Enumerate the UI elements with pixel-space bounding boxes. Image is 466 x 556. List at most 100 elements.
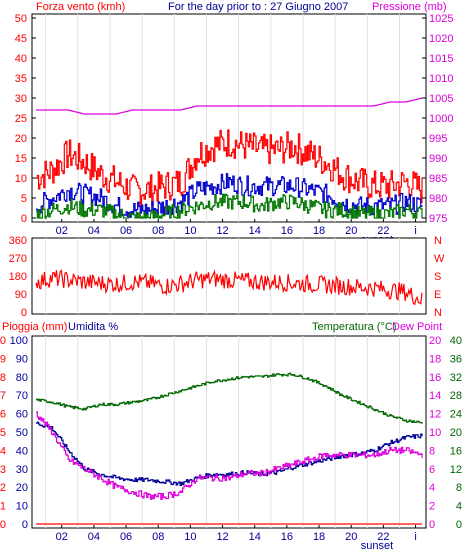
wind-tick-label: 10 — [15, 173, 27, 185]
humidity-tick-label: 60 — [16, 409, 28, 421]
temp-tick-label: 24 — [450, 409, 462, 421]
humidity-tick-label: 100 — [10, 335, 28, 347]
x-tick-label: 04 — [88, 531, 100, 543]
x-tick-label: 04 — [88, 225, 100, 237]
dew-tick-label: 14 — [429, 390, 441, 402]
direction-tick-label: 360 — [9, 235, 27, 247]
x-tick-label: 08 — [152, 225, 164, 237]
wind-tick-label: 30 — [15, 93, 27, 105]
pressure-tick-label: 990 — [429, 153, 447, 165]
dewpoint-line — [36, 411, 423, 500]
wind-tick-label: 35 — [15, 73, 27, 85]
direction-tick-label: 0 — [21, 307, 27, 319]
temp-tick-label: 0 — [456, 519, 462, 531]
humidity-tick-label: 40 — [16, 445, 28, 457]
dew-tick-label: 18 — [429, 353, 441, 365]
x-tick-label: 12 — [216, 531, 228, 543]
compass-tick-label: S — [434, 271, 441, 283]
rain-tick-label: 2 — [0, 482, 6, 494]
humidity-tick-label: 30 — [16, 464, 28, 476]
wind-tick-label: 20 — [15, 133, 27, 145]
x-tick-label: 16 — [281, 531, 293, 543]
temp-tick-label: 16 — [450, 445, 462, 457]
pressure-tick-label: 1010 — [429, 73, 453, 85]
x-tick-label: 22 — [377, 225, 389, 237]
dew-tick-label: 10 — [429, 427, 441, 439]
temp-tick-label: 4 — [456, 501, 462, 513]
wind-tick-label: 40 — [15, 53, 27, 65]
humidity-tick-label: 80 — [16, 372, 28, 384]
humidity-tick-label: 20 — [16, 482, 28, 494]
temp-title: Temperatura (°C) — [312, 321, 396, 333]
x-tick-label: 14 — [249, 225, 261, 237]
rain-tick-label: 3 — [0, 464, 6, 476]
wind-line — [36, 129, 423, 206]
dew-tick-label: 0 — [429, 519, 435, 531]
temp-tick-label: 28 — [450, 390, 462, 402]
wind-tick-label: 0 — [21, 213, 27, 225]
pressure-tick-label: 975 — [429, 213, 447, 225]
direction-tick-label: 270 — [9, 253, 27, 265]
pressure-tick-label: 1015 — [429, 53, 453, 65]
compass-tick-label: E — [434, 289, 441, 301]
wind-title: Forza vento (kmh) — [36, 1, 125, 13]
pressure-tick-label: 1025 — [429, 13, 453, 25]
dew-tick-label: 2 — [429, 501, 435, 513]
rain-tick-label: 9 — [0, 353, 6, 365]
wind-tick-label: 50 — [15, 13, 27, 25]
x-tick-label: 10 — [184, 531, 196, 543]
temp-tick-label: 12 — [450, 464, 462, 476]
humidity-tick-label: 50 — [16, 427, 28, 439]
humidity-tick-label: 10 — [16, 501, 28, 513]
compass-tick-label: N — [434, 307, 442, 319]
temperature-line — [36, 372, 423, 424]
direction-tick-label: 180 — [9, 271, 27, 283]
pressure-tick-label: 995 — [429, 133, 447, 145]
temp-tick-label: 40 — [450, 335, 462, 347]
rain-tick-label: 1 — [0, 501, 6, 513]
x-tick-label: 18 — [313, 225, 325, 237]
dew-tick-label: 20 — [429, 335, 441, 347]
x-tick-label: 14 — [249, 531, 261, 543]
dew-tick-label: 12 — [429, 409, 441, 421]
rain-tick-label: 5 — [0, 427, 6, 439]
humidity-title: Umidita % — [68, 321, 118, 333]
compass-tick-label: W — [434, 253, 445, 265]
pressure-tick-label: 1020 — [429, 33, 453, 45]
wind-avg-line — [36, 173, 423, 218]
rain-title: Pioggia (mm) — [2, 321, 67, 333]
temp-tick-label: 20 — [450, 427, 462, 439]
pressure-title: Pressione (mb) — [372, 1, 447, 13]
humidity-tick-label: 70 — [16, 390, 28, 402]
wind-tick-label: 15 — [15, 153, 27, 165]
humidity-tick-label: 0 — [22, 519, 28, 531]
wind-tick-label: 5 — [21, 193, 27, 205]
x-tick-label: 16 — [281, 225, 293, 237]
dew-tick-label: 6 — [429, 464, 435, 476]
humidity-tick-label: 90 — [16, 353, 28, 365]
pressure-tick-label: 1005 — [429, 93, 453, 105]
temp-tick-label: 8 — [456, 482, 462, 494]
x-tick-label: 10 — [184, 225, 196, 237]
pressure-tick-label: 985 — [429, 173, 447, 185]
dew-title: Dew Point — [392, 321, 442, 333]
wind-tick-label: 45 — [15, 33, 27, 45]
rain-tick-label: 7 — [0, 390, 6, 402]
dew-tick-label: 4 — [429, 482, 435, 494]
temp-tick-label: 36 — [450, 353, 462, 365]
dew-tick-label: 16 — [429, 372, 441, 384]
rain-hum-temp-plot-area — [31, 335, 427, 529]
rain-tick-label: 4 — [0, 445, 6, 457]
sunset-label: sunset — [361, 540, 393, 552]
x-tick-label: 12 — [216, 225, 228, 237]
x-tick-label: i — [414, 531, 416, 543]
wind-min-line — [36, 193, 423, 219]
rain-tick-label: 10 — [0, 335, 6, 347]
direction-plot-area — [31, 237, 427, 315]
x-tick-label: 02 — [56, 225, 68, 237]
rain-tick-label: 6 — [0, 409, 6, 421]
pressure-tick-label: 980 — [429, 193, 447, 205]
dew-tick-label: 8 — [429, 445, 435, 457]
